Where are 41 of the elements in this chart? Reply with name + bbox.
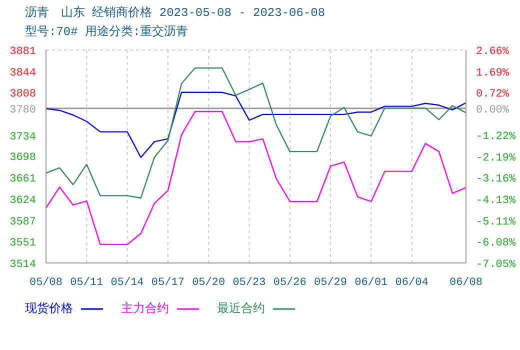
- legend-label: 最近合约: [217, 301, 265, 317]
- y-tick-label: 3780: [10, 104, 36, 117]
- y-tick-label: 3881: [10, 46, 36, 58]
- y2-tick-label: -1.22%: [476, 131, 516, 144]
- x-tick-label: 05/20: [192, 276, 226, 289]
- y2-tick-label: 2.66%: [476, 46, 510, 58]
- x-tick-label: 06/08: [449, 276, 483, 289]
- y-tick-label: 3514: [10, 259, 36, 271]
- y2-tick-label: -4.13%: [476, 194, 516, 207]
- y-tick-label: 3587: [10, 216, 36, 229]
- y-tick-label: 3551: [10, 238, 36, 250]
- y-tick-label: 3844: [10, 67, 36, 80]
- x-tick-label: 06/01: [354, 276, 388, 289]
- x-tick-label: 05/23: [232, 276, 266, 289]
- y-tick-label: 3661: [10, 174, 36, 186]
- legend-label: 主力合约: [121, 300, 169, 317]
- line-series: [46, 110, 466, 246]
- chart-title: 沥青 山东 经销商价格 2023-05-08 - 2023-06-08: [25, 5, 326, 21]
- x-tick-label: 05/26: [273, 276, 306, 289]
- x-tick-label: 05/29: [314, 276, 348, 289]
- y2-tick-label: -7.05%: [476, 259, 516, 271]
- legend-label: 现货价格: [25, 301, 73, 317]
- y2-tick-label: -2.19%: [476, 152, 516, 164]
- y-tick-label: 3698: [10, 152, 36, 164]
- line-series: [46, 92, 466, 158]
- y2-tick-label: -6.08%: [476, 238, 516, 250]
- y2-tick-label: 0.00%: [476, 104, 510, 116]
- y2-tick-label: 1.69%: [476, 67, 510, 80]
- line-series: [46, 67, 466, 199]
- x-tick-label: 05/08: [29, 276, 63, 289]
- x-tick-label: 05/17: [151, 276, 184, 289]
- x-tick-label: 05/11: [70, 276, 104, 289]
- y-tick-label: 3808: [10, 88, 36, 100]
- y2-tick-label: 0.72%: [476, 88, 510, 101]
- y-tick-label: 3734: [10, 131, 36, 144]
- y2-tick-label: -3.16%: [476, 174, 516, 186]
- x-tick-label: 05/14: [110, 276, 144, 289]
- y-tick-label: 3624: [10, 195, 36, 208]
- x-tick-label: 06/04: [395, 276, 429, 289]
- chart-subtitle: 型号:70# 用途分类:重交沥青: [25, 24, 188, 40]
- y2-tick-label: -5.11%: [476, 216, 516, 228]
